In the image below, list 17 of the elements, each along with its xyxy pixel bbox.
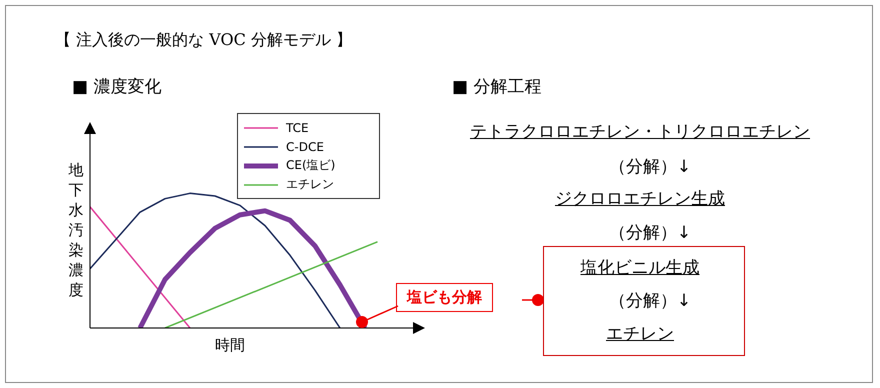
text: エチレン	[606, 324, 674, 344]
legend-label: CE(塩ビ)	[286, 157, 336, 174]
text: （分解）↓	[608, 157, 692, 177]
legend-label: エチレン	[286, 176, 334, 193]
legend-label: TCE	[286, 120, 309, 134]
x-axis-title: 時間	[215, 336, 245, 355]
text: （分解）↓	[608, 291, 692, 311]
chart-subtitle: ■ 濃度変化	[72, 76, 162, 98]
text: ■ 分解工程	[452, 76, 542, 98]
legend-label: C-DCE	[286, 140, 324, 154]
text: 塩化ビニル生成	[580, 258, 700, 278]
chart-title: 【 注入後の一般的な VOC 分解モデル 】	[55, 30, 352, 51]
text: （分解）↓	[608, 223, 692, 243]
y-axis-title: 地下水汚染濃度	[68, 160, 84, 300]
annotation: 塩ビも分解	[396, 283, 493, 312]
text: ジクロロエチレン生成	[555, 189, 725, 209]
text: テトラクロロエチレン・トリクロロエチレン	[470, 122, 810, 142]
